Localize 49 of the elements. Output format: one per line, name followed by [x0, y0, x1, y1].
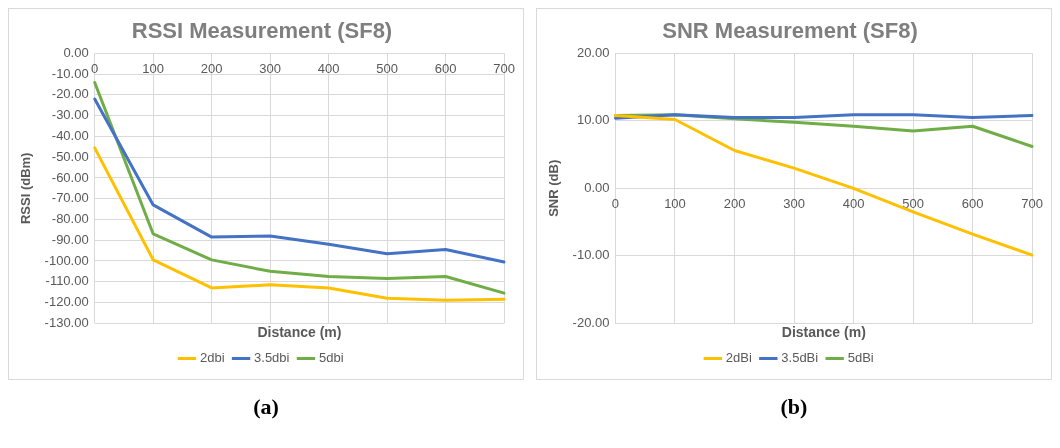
x-tick-label: 100 [142, 60, 165, 76]
legend-label: 2dbi [199, 350, 225, 366]
y-tick-label: -10.00 [572, 247, 610, 263]
y-axis-title: RSSI (dBm) [18, 152, 34, 225]
y-tick-label: -20.00 [51, 86, 89, 102]
y-tick-label: -40.00 [51, 127, 89, 143]
x-tick-label: 500 [376, 60, 399, 76]
y-tick-label: -100.00 [44, 252, 89, 268]
x-tick-label: 600 [961, 195, 984, 211]
x-tick-label: 600 [434, 60, 457, 76]
x-tick-label: 500 [902, 195, 924, 211]
legend-label: 5dBi [847, 350, 874, 366]
y-tick-label: -60.00 [51, 169, 89, 185]
x-axis-title: Distance (m) [257, 324, 342, 341]
text: (a) [252, 394, 280, 420]
y-axis-title: SNR (dB) [546, 159, 562, 217]
x-tick-label: 0 [611, 195, 620, 211]
y-tick-label: -30.00 [51, 107, 89, 123]
y-tick-label: 20.00 [576, 44, 610, 60]
x-tick-label: 700 [493, 60, 516, 76]
y-tick-label: -110.00 [45, 273, 89, 289]
chart-title: SNR Measurement (SF8) [662, 18, 918, 44]
x-tick-label: 400 [842, 195, 865, 211]
x-tick-label: 700 [1021, 195, 1044, 211]
y-tick-label: 0.00 [584, 179, 610, 195]
y-tick-label: -120.00 [44, 294, 89, 310]
y-tick-label: 0.00 [63, 44, 89, 60]
x-tick-label: 200 [200, 60, 223, 76]
x-tick-label: 100 [664, 195, 686, 211]
y-tick-label: -50.00 [51, 148, 89, 164]
legend-label: 5dbi [318, 350, 344, 366]
x-tick-label: 300 [259, 60, 282, 76]
x-tick-label: 400 [317, 60, 340, 76]
x-tick-label: 0 [91, 60, 99, 76]
y-tick-label: -90.00 [51, 231, 89, 247]
x-tick-label: 300 [783, 195, 805, 211]
x-axis-title: Distance (m) [781, 324, 866, 341]
y-tick-label: -20.00 [572, 314, 610, 330]
text: (b) [779, 394, 809, 420]
y-tick-label: -80.00 [51, 211, 89, 227]
y-tick-label: 10.00 [576, 112, 610, 128]
y-tick-label: -130.00 [44, 314, 89, 330]
y-tick-label: -10.00 [51, 65, 89, 81]
legend-label: 3.5dbi [254, 350, 290, 366]
legend-label: 3.5dBi [781, 350, 819, 366]
legend-label: 2dBi [725, 350, 752, 366]
y-tick-label: -70.00 [51, 190, 89, 206]
x-tick-label: 200 [723, 195, 746, 211]
chart-title: RSSI Measurement (SF8) [131, 18, 393, 44]
